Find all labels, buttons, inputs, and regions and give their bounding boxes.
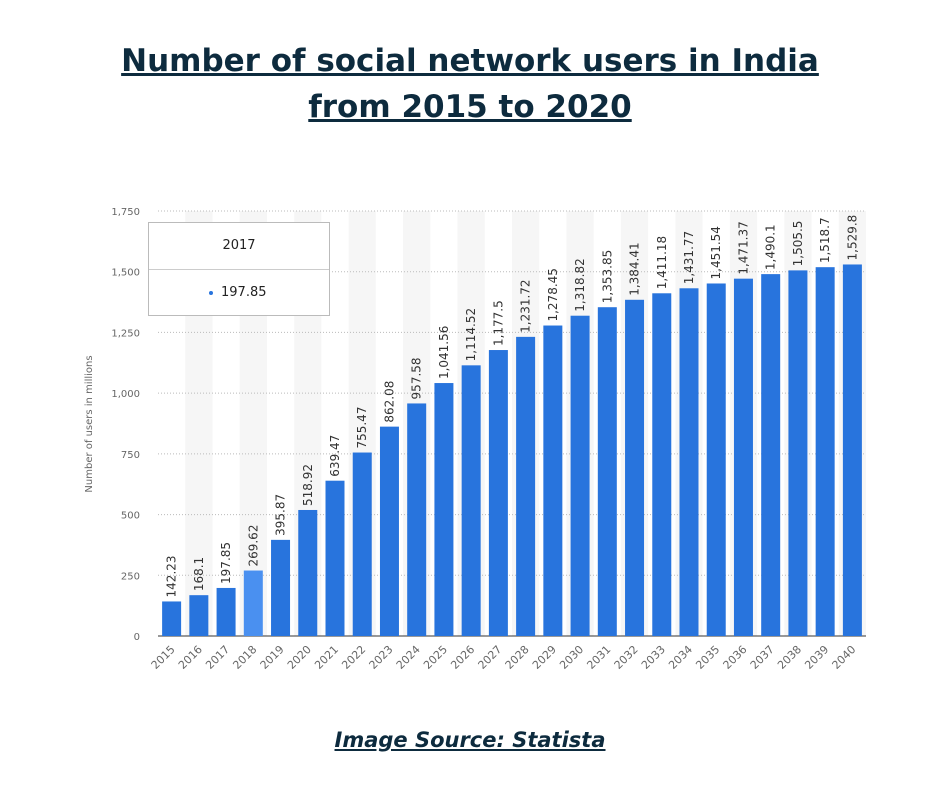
bar: [733, 278, 753, 636]
bar: [379, 426, 399, 636]
x-tick-label: 2034: [666, 643, 695, 672]
data-label: 1,471.37: [736, 221, 750, 274]
x-tick-label: 2038: [775, 643, 804, 672]
x-tick-label: 2029: [530, 643, 559, 672]
bar: [434, 383, 454, 636]
bar: [543, 325, 563, 636]
x-tick-label: 2028: [503, 643, 532, 672]
tooltip-value: 197.85: [221, 285, 267, 300]
y-tick-label: 1,750: [111, 207, 140, 218]
bar: [516, 336, 536, 636]
x-tick-label: 2040: [830, 643, 859, 672]
page-title: Number of social network users in India …: [0, 38, 940, 130]
y-tick-label: 250: [121, 571, 140, 582]
data-label: 639.47: [328, 435, 342, 477]
x-tick-label: 2016: [176, 643, 205, 672]
data-label: 269.62: [246, 525, 260, 567]
data-label: 1,490.1: [764, 224, 778, 270]
title-text: Number of social network users in India …: [121, 43, 819, 125]
data-label: 395.87: [274, 494, 288, 536]
bar: [597, 307, 617, 636]
x-tick-label: 2019: [258, 643, 287, 672]
bar: [761, 274, 781, 636]
data-label: 755.47: [355, 407, 369, 449]
x-tick-label: 2023: [367, 643, 396, 672]
bar: [162, 601, 182, 636]
bar-chart: 0 250 500 750 1,000 1,250 1,500 1,750 Number of …: [84, 207, 866, 672]
x-tick-label: 2036: [721, 643, 750, 672]
data-label: 518.92: [301, 464, 315, 506]
x-tick-label: 2022: [339, 643, 368, 672]
bar: [189, 595, 209, 636]
data-label: 1,177.5: [491, 300, 505, 346]
x-tick-label: 2017: [203, 643, 232, 672]
bar: [352, 452, 372, 636]
series-dot-icon: [209, 290, 213, 295]
x-tick-label: 2021: [312, 643, 341, 672]
x-tick-label: 2030: [557, 643, 586, 672]
data-label: 1,411.18: [655, 236, 669, 289]
x-tick-label: 2039: [802, 643, 831, 672]
bar: [706, 283, 726, 636]
data-label: 1,518.7: [818, 217, 832, 263]
image-source: Image Source: Statista: [334, 728, 606, 752]
data-label: 168.1: [192, 557, 206, 591]
bar: [815, 267, 835, 636]
data-label: 1,318.82: [573, 258, 587, 311]
data-label: 142.23: [165, 555, 179, 597]
tooltip-year: 2017: [149, 223, 329, 270]
bar: [679, 288, 699, 636]
data-label: 1,353.85: [600, 250, 614, 303]
tooltip: 2017 197.85: [148, 222, 330, 316]
bar: [652, 293, 672, 636]
data-label: 862.08: [382, 381, 396, 423]
x-tick-label: 2037: [748, 643, 777, 672]
y-tick-label: 1,250: [111, 328, 140, 339]
bar: [570, 315, 590, 636]
bar: [461, 365, 481, 636]
x-tick-label: 2035: [693, 643, 722, 672]
x-tick-label: 2031: [584, 643, 613, 672]
y-tick-label: 1,500: [111, 268, 140, 279]
y-axis-label: Number of users in millions: [84, 355, 95, 492]
bar: [842, 264, 862, 636]
bar: [788, 270, 808, 636]
y-tick-label: 1,000: [111, 389, 140, 400]
x-tick-label: 2015: [149, 643, 178, 672]
bar: [488, 350, 508, 636]
bar: [271, 539, 291, 636]
data-label: 1,384.41: [628, 242, 642, 295]
x-tick-label: 2026: [448, 643, 477, 672]
y-tick-label: 0: [134, 632, 140, 643]
data-label: 1,041.56: [437, 326, 451, 379]
x-tick-label: 2025: [421, 643, 450, 672]
bar: [325, 480, 345, 636]
bar: [625, 299, 645, 636]
bar: [243, 570, 263, 636]
data-label: 1,431.77: [682, 231, 696, 284]
data-label: 1,278.45: [546, 268, 560, 321]
x-tick-label: 2027: [476, 643, 505, 672]
x-tick-label: 2032: [612, 643, 641, 672]
x-tick-label: 2033: [639, 643, 668, 672]
y-tick-label: 750: [121, 450, 140, 461]
data-label: 1,529.8: [845, 215, 859, 261]
x-tick-label: 2018: [230, 643, 259, 672]
data-label: 1,114.52: [464, 308, 478, 361]
x-tick-label: 2020: [285, 643, 314, 672]
bar: [407, 403, 427, 636]
bar: [298, 509, 318, 636]
data-label: 1,231.72: [519, 279, 533, 332]
data-label: 1,505.5: [791, 221, 805, 267]
data-label: 957.58: [410, 357, 424, 399]
tooltip-value-row: 197.85: [149, 270, 329, 316]
bar: [216, 587, 236, 636]
y-tick-label: 500: [121, 511, 140, 522]
x-tick-label: 2024: [394, 643, 423, 672]
data-label: 197.85: [219, 542, 233, 584]
data-label: 1,451.54: [709, 226, 723, 279]
